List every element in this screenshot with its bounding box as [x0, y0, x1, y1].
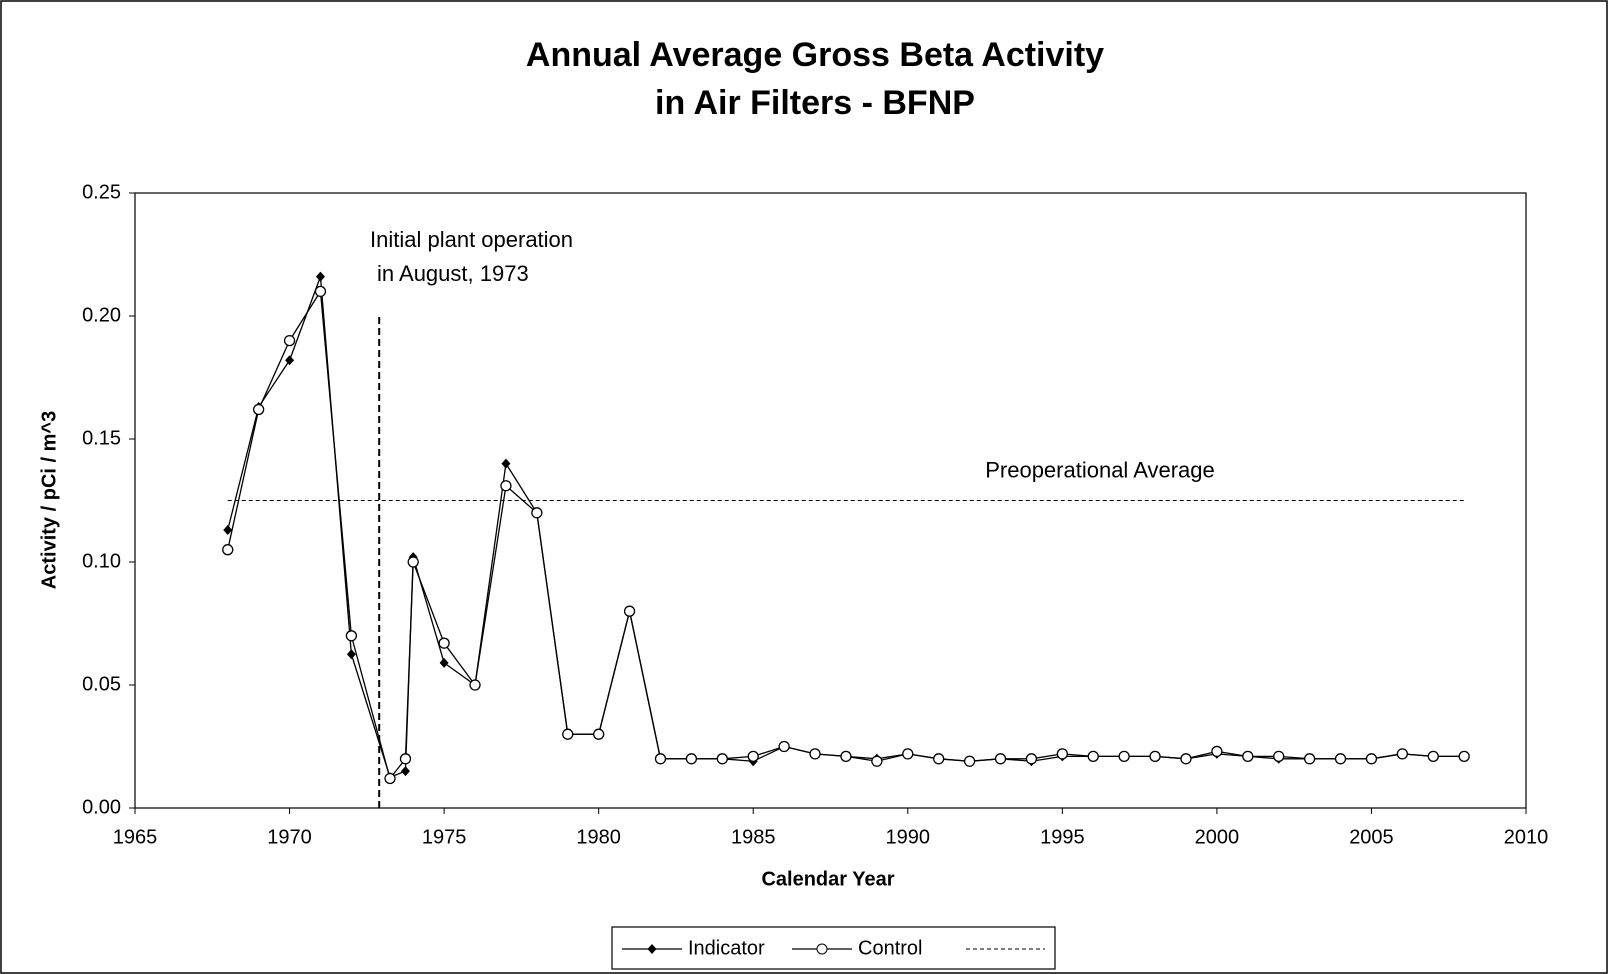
legend-label: Indicator — [688, 937, 765, 959]
series-line — [227, 289, 1465, 780]
point — [778, 740, 790, 753]
point — [346, 649, 356, 660]
point — [345, 630, 358, 642]
point — [315, 271, 325, 282]
x-tick-label: 1985 — [731, 826, 776, 848]
point — [223, 525, 233, 536]
point — [407, 556, 419, 568]
point — [469, 679, 481, 691]
point — [840, 750, 852, 762]
series-line — [227, 276, 1465, 779]
x-tick-label: 2000 — [1195, 826, 1240, 848]
point — [1211, 745, 1223, 758]
event-label: in August, 1973 — [377, 261, 529, 286]
point — [1365, 753, 1378, 765]
legend-label: Control — [858, 937, 922, 959]
point — [593, 728, 605, 740]
point — [384, 772, 396, 785]
x-tick-label: 2010 — [1504, 826, 1549, 848]
point — [623, 605, 636, 617]
point — [1396, 748, 1409, 760]
point — [531, 507, 543, 519]
plot-area — [134, 192, 1527, 809]
point — [1087, 750, 1099, 762]
point — [314, 285, 327, 298]
point — [1273, 750, 1285, 762]
y-axis-label: Activity / pCi / m^3 — [38, 411, 60, 589]
point — [1427, 750, 1439, 762]
point — [933, 753, 945, 765]
point — [809, 748, 821, 760]
x-axis-label: Calendar Year — [761, 868, 894, 890]
y-tick-label: 0.10 — [82, 550, 121, 572]
point — [500, 480, 512, 492]
point — [654, 753, 667, 765]
legend-marker — [816, 943, 828, 955]
point — [1056, 748, 1068, 760]
point — [252, 403, 265, 416]
x-tick-label: 1980 — [576, 826, 621, 848]
point — [1458, 750, 1470, 762]
point — [1303, 753, 1316, 765]
chart-title: in Air Filters - BFNP — [655, 84, 975, 122]
point — [1180, 753, 1192, 765]
y-tick-label: 0.00 — [82, 796, 121, 818]
point — [685, 753, 698, 765]
legend-marker — [647, 944, 657, 954]
point — [716, 753, 728, 765]
x-tick-label: 1975 — [422, 826, 467, 848]
point — [902, 748, 914, 760]
y-tick-label: 0.25 — [82, 181, 121, 203]
chart-title: Annual Average Gross Beta Activity — [526, 36, 1104, 74]
y-tick-label: 0.20 — [82, 304, 121, 326]
point — [1334, 753, 1347, 765]
point — [283, 334, 296, 347]
x-tick-label: 1990 — [886, 826, 931, 848]
point — [871, 755, 883, 767]
point — [562, 728, 574, 740]
x-tick-label: 1995 — [1040, 826, 1085, 848]
point — [963, 755, 976, 767]
x-tick-label: 1965 — [113, 826, 158, 848]
reference-label: Preoperational Average — [985, 457, 1215, 482]
point — [285, 355, 295, 366]
point — [1242, 750, 1254, 762]
point — [399, 753, 412, 765]
point — [501, 458, 511, 469]
point — [747, 750, 759, 762]
point — [994, 753, 1007, 765]
point — [438, 637, 450, 649]
x-tick-label: 1970 — [267, 826, 312, 848]
y-tick-label: 0.05 — [82, 673, 121, 695]
point — [1025, 753, 1038, 765]
x-tick-label: 2005 — [1349, 826, 1394, 848]
point — [400, 766, 410, 777]
y-tick-label: 0.15 — [82, 427, 121, 449]
legend — [611, 926, 1056, 970]
point — [439, 657, 449, 668]
point — [1149, 750, 1161, 762]
point — [222, 544, 234, 556]
event-label: Initial plant operation — [370, 227, 573, 252]
point — [1118, 750, 1130, 762]
